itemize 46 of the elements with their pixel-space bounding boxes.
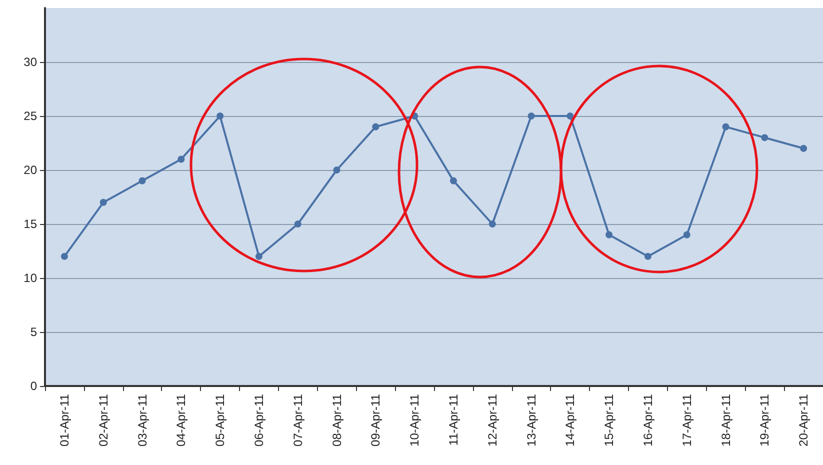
point — [450, 177, 457, 184]
x-tick-label: 15-Apr-11 — [602, 394, 616, 446]
x-tick-label: 17-Apr-11 — [680, 394, 694, 446]
point — [800, 144, 808, 152]
point — [216, 112, 224, 120]
x-tick-label: 02-Apr-11 — [96, 394, 110, 446]
x-tick-label: 11-Apr-11 — [446, 394, 460, 446]
y-tick-label: 20 — [24, 163, 38, 177]
y-tick-label: 15 — [24, 217, 38, 231]
point — [138, 177, 146, 184]
x-tick-label: 19-Apr-11 — [758, 394, 772, 446]
x-tick-label: 09-Apr-11 — [368, 394, 383, 446]
point — [488, 220, 496, 228]
x-tick-label: 08-Apr-11 — [330, 394, 344, 446]
point — [606, 231, 613, 238]
point — [333, 166, 340, 174]
point — [722, 123, 730, 130]
x-tick-label: 07-Apr-11 — [290, 394, 305, 446]
y-tick-label: 0 — [30, 379, 38, 393]
x-tick-label: 20-Apr-11 — [796, 394, 811, 446]
x-tick-label: 04-Apr-11 — [174, 394, 188, 446]
point — [644, 252, 652, 260]
x-tick-label: 16-Apr-11 — [640, 394, 655, 446]
y-tick-label: 10 — [24, 271, 38, 285]
x-tick-label: 01-Apr-11 — [57, 394, 72, 446]
x-tick-label: 14-Apr-11 — [563, 394, 578, 446]
x-tick-label: 05-Apr-11 — [213, 394, 228, 446]
point — [566, 112, 574, 120]
x-tick-label: 13-Apr-11 — [524, 394, 538, 446]
point — [255, 252, 262, 260]
y-tick-label: 30 — [24, 55, 38, 69]
point — [372, 123, 380, 130]
x-tick-label: 06-Apr-11 — [252, 394, 266, 446]
point — [100, 198, 107, 206]
x-tick-label: 10-Apr-11 — [408, 394, 422, 446]
y-tick-label: 25 — [24, 109, 38, 123]
x-tick-label: 12-Apr-11 — [485, 394, 500, 446]
point — [761, 134, 768, 142]
point — [683, 231, 690, 238]
x-tick-label: 03-Apr-11 — [135, 394, 150, 446]
point — [60, 252, 68, 260]
y-tick-label: 5 — [30, 325, 38, 339]
point — [528, 112, 535, 120]
x-tick-label: 18-Apr-11 — [718, 394, 733, 446]
point — [294, 220, 302, 228]
point — [178, 156, 185, 163]
